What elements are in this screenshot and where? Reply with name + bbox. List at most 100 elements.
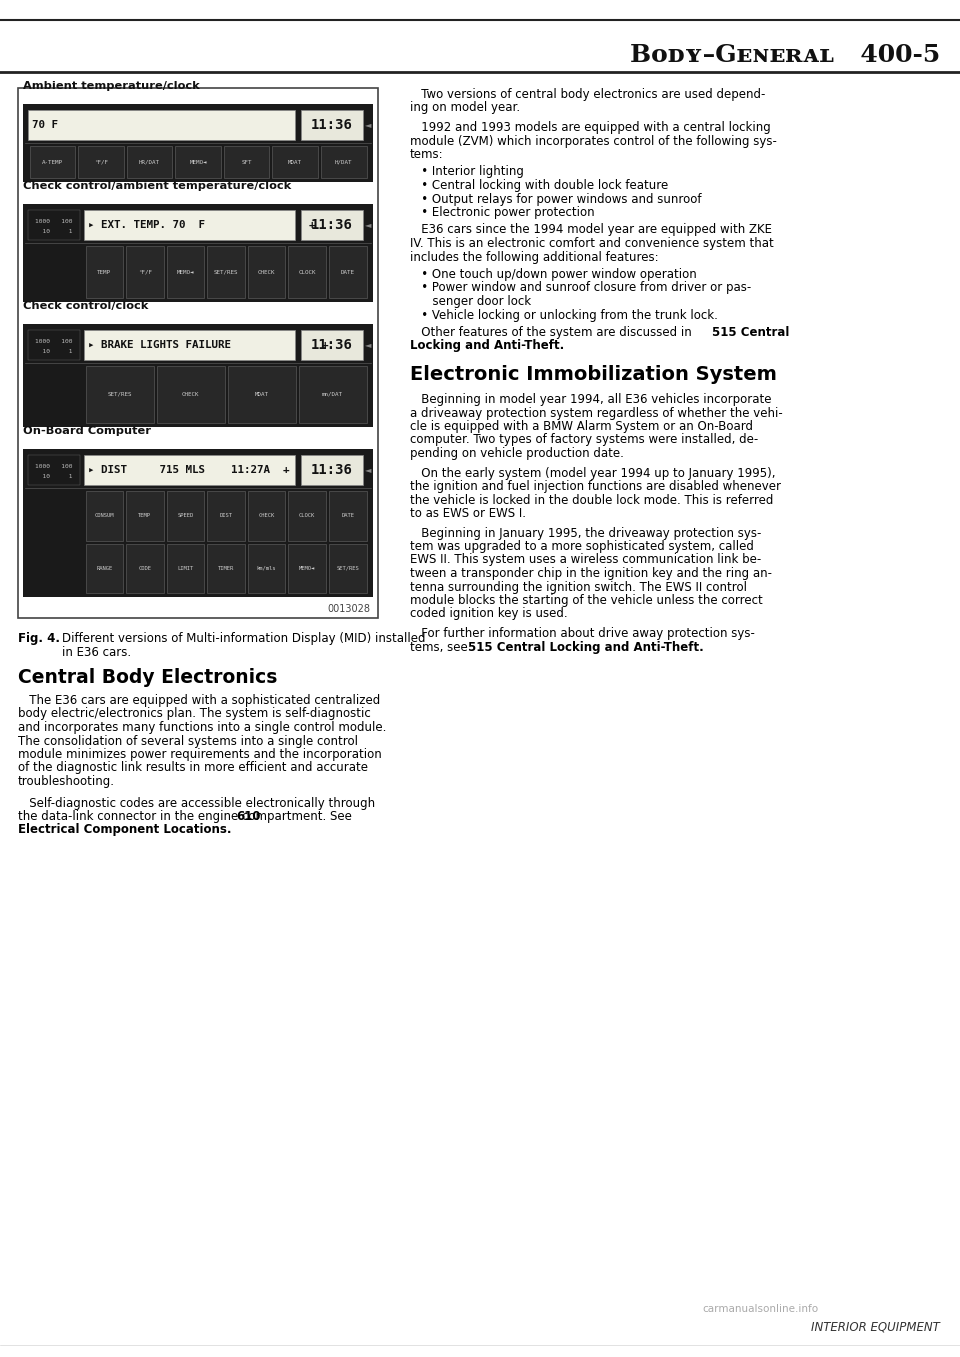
Text: tems:: tems: — [410, 148, 444, 161]
Bar — [288, 246, 326, 299]
Text: • One touch up/down power window operation: • One touch up/down power window operati… — [410, 267, 697, 281]
Text: On the early system (model year 1994 up to January 1995),: On the early system (model year 1994 up … — [410, 467, 776, 479]
Bar — [126, 491, 163, 540]
Text: SET/RES: SET/RES — [336, 566, 359, 571]
Bar — [176, 147, 221, 178]
Text: MDAT: MDAT — [254, 392, 269, 398]
Bar — [288, 544, 326, 593]
Text: °F/F: °F/F — [94, 160, 108, 164]
Bar — [85, 366, 154, 423]
Text: CHECK: CHECK — [258, 270, 276, 274]
Text: the data-link connector in the engine compartment. See: the data-link connector in the engine co… — [18, 810, 355, 822]
Text: tem was upgraded to a more sophisticated system, called: tem was upgraded to a more sophisticated… — [410, 540, 754, 554]
Text: ▸ DIST     715 MLS    11:27A  +: ▸ DIST 715 MLS 11:27A + — [88, 465, 290, 475]
Text: • Vehicle locking or unlocking from the trunk lock.: • Vehicle locking or unlocking from the … — [410, 308, 718, 322]
Text: Beginning in January 1995, the driveaway protection sys-: Beginning in January 1995, the driveaway… — [410, 527, 761, 540]
Bar — [84, 330, 295, 360]
Bar — [288, 491, 326, 540]
Text: troubleshooting.: troubleshooting. — [18, 775, 115, 788]
Text: SFT: SFT — [241, 160, 252, 164]
Text: ◄: ◄ — [365, 121, 372, 129]
Text: and incorporates many functions into a single control module.: and incorporates many functions into a s… — [18, 721, 386, 734]
Text: °F/F: °F/F — [138, 270, 152, 274]
Text: EWS II. This system uses a wireless communication link be-: EWS II. This system uses a wireless comm… — [410, 554, 761, 566]
Text: LIMIT: LIMIT — [178, 566, 194, 571]
Text: CODE: CODE — [138, 566, 152, 571]
Text: Two versions of central body electronics are used depend-: Two versions of central body electronics… — [410, 88, 765, 100]
Bar — [167, 491, 204, 540]
Bar — [167, 246, 204, 299]
Text: For further information about drive away protection sys-: For further information about drive away… — [410, 627, 755, 641]
Bar — [224, 147, 270, 178]
Text: Different versions of Multi-information Display (MID) installed: Different versions of Multi-information … — [62, 632, 425, 645]
Text: Check control/clock: Check control/clock — [23, 301, 149, 311]
Text: 11:36: 11:36 — [311, 338, 353, 351]
Bar — [127, 147, 172, 178]
Text: module (ZVM) which incorporates control of the following sys-: module (ZVM) which incorporates control … — [410, 134, 777, 148]
Text: tween a transponder chip in the ignition key and the ring an-: tween a transponder chip in the ignition… — [410, 567, 772, 579]
Text: RANGE: RANGE — [96, 566, 112, 571]
Bar — [329, 491, 367, 540]
Text: 10     1: 10 1 — [36, 474, 73, 479]
Text: of the diagnostic link results in more efficient and accurate: of the diagnostic link results in more e… — [18, 761, 368, 775]
Text: E36 cars since the 1994 model year are equipped with ZKE: E36 cars since the 1994 model year are e… — [410, 224, 772, 236]
Bar — [23, 449, 373, 597]
Text: senger door lock: senger door lock — [410, 294, 531, 308]
Text: Electrical Component Locations.: Electrical Component Locations. — [18, 824, 231, 836]
Text: module minimizes power requirements and the incorporation: module minimizes power requirements and … — [18, 748, 382, 761]
Text: km/mls: km/mls — [257, 566, 276, 571]
Text: 610: 610 — [236, 810, 260, 822]
Text: On-Board Computer: On-Board Computer — [23, 426, 151, 436]
Text: 70 F: 70 F — [32, 119, 58, 130]
Text: The E36 cars are equipped with a sophisticated centralized: The E36 cars are equipped with a sophist… — [18, 693, 380, 707]
Text: DATE: DATE — [341, 270, 354, 274]
Text: DATE: DATE — [341, 513, 354, 518]
Bar — [126, 544, 163, 593]
Text: SPEED: SPEED — [178, 513, 194, 518]
Text: 11:36: 11:36 — [311, 218, 353, 232]
Text: • Electronic power protection: • Electronic power protection — [410, 206, 594, 218]
Text: a driveaway protection system regardless of whether the vehi-: a driveaway protection system regardless… — [410, 407, 782, 419]
Text: in E36 cars.: in E36 cars. — [62, 646, 132, 658]
Text: TEMP: TEMP — [97, 270, 111, 274]
Text: TEMP: TEMP — [138, 513, 152, 518]
Text: carmanualsonline.info: carmanualsonline.info — [702, 1304, 818, 1314]
Text: module blocks the starting of the vehicle unless the correct: module blocks the starting of the vehicl… — [410, 594, 763, 607]
Text: the vehicle is locked in the double lock mode. This is referred: the vehicle is locked in the double lock… — [410, 494, 774, 506]
Bar — [301, 455, 363, 484]
Bar — [78, 147, 124, 178]
Bar — [28, 110, 295, 140]
Text: computer. Two types of factory systems were installed, de-: computer. Two types of factory systems w… — [410, 433, 758, 446]
Text: CHECK: CHECK — [181, 392, 200, 398]
Text: ◄: ◄ — [365, 341, 372, 350]
Bar — [85, 491, 123, 540]
Bar — [228, 366, 296, 423]
Text: 1000   100: 1000 100 — [36, 464, 73, 470]
Text: ◄: ◄ — [365, 220, 372, 229]
Text: coded ignition key is used.: coded ignition key is used. — [410, 608, 567, 620]
Text: Self-diagnostic codes are accessible electronically through: Self-diagnostic codes are accessible ele… — [18, 797, 375, 810]
Bar — [301, 110, 363, 140]
Bar — [321, 147, 367, 178]
Text: ◄: ◄ — [365, 465, 372, 475]
Bar — [301, 210, 363, 240]
Text: MDAT: MDAT — [288, 160, 302, 164]
Text: IV. This is an electronic comfort and convenience system that: IV. This is an electronic comfort and co… — [410, 237, 774, 250]
Text: TIMER: TIMER — [218, 566, 234, 571]
Text: 11:36: 11:36 — [311, 463, 353, 478]
Bar — [23, 324, 373, 427]
Text: 0013028: 0013028 — [327, 604, 370, 613]
Bar — [329, 246, 367, 299]
Bar — [84, 455, 295, 484]
Text: 10     1: 10 1 — [36, 229, 73, 235]
Text: SET/RES: SET/RES — [108, 392, 132, 398]
Text: 1000   100: 1000 100 — [36, 218, 73, 224]
Bar — [85, 246, 123, 299]
Text: cle is equipped with a BMW Alarm System or an On-Board: cle is equipped with a BMW Alarm System … — [410, 421, 753, 433]
Text: 515 Central Locking and Anti-Theft.: 515 Central Locking and Anti-Theft. — [468, 641, 704, 654]
Bar — [126, 246, 163, 299]
Text: Electronic Immobilization System: Electronic Immobilization System — [410, 365, 777, 384]
Text: to as EWS or EWS I.: to as EWS or EWS I. — [410, 508, 526, 520]
Text: A-TEMP: A-TEMP — [42, 160, 62, 164]
Text: Bᴏᴅʏ–Gᴇɴᴇʀᴀʟ   400-5: Bᴏᴅʏ–Gᴇɴᴇʀᴀʟ 400-5 — [630, 43, 940, 66]
